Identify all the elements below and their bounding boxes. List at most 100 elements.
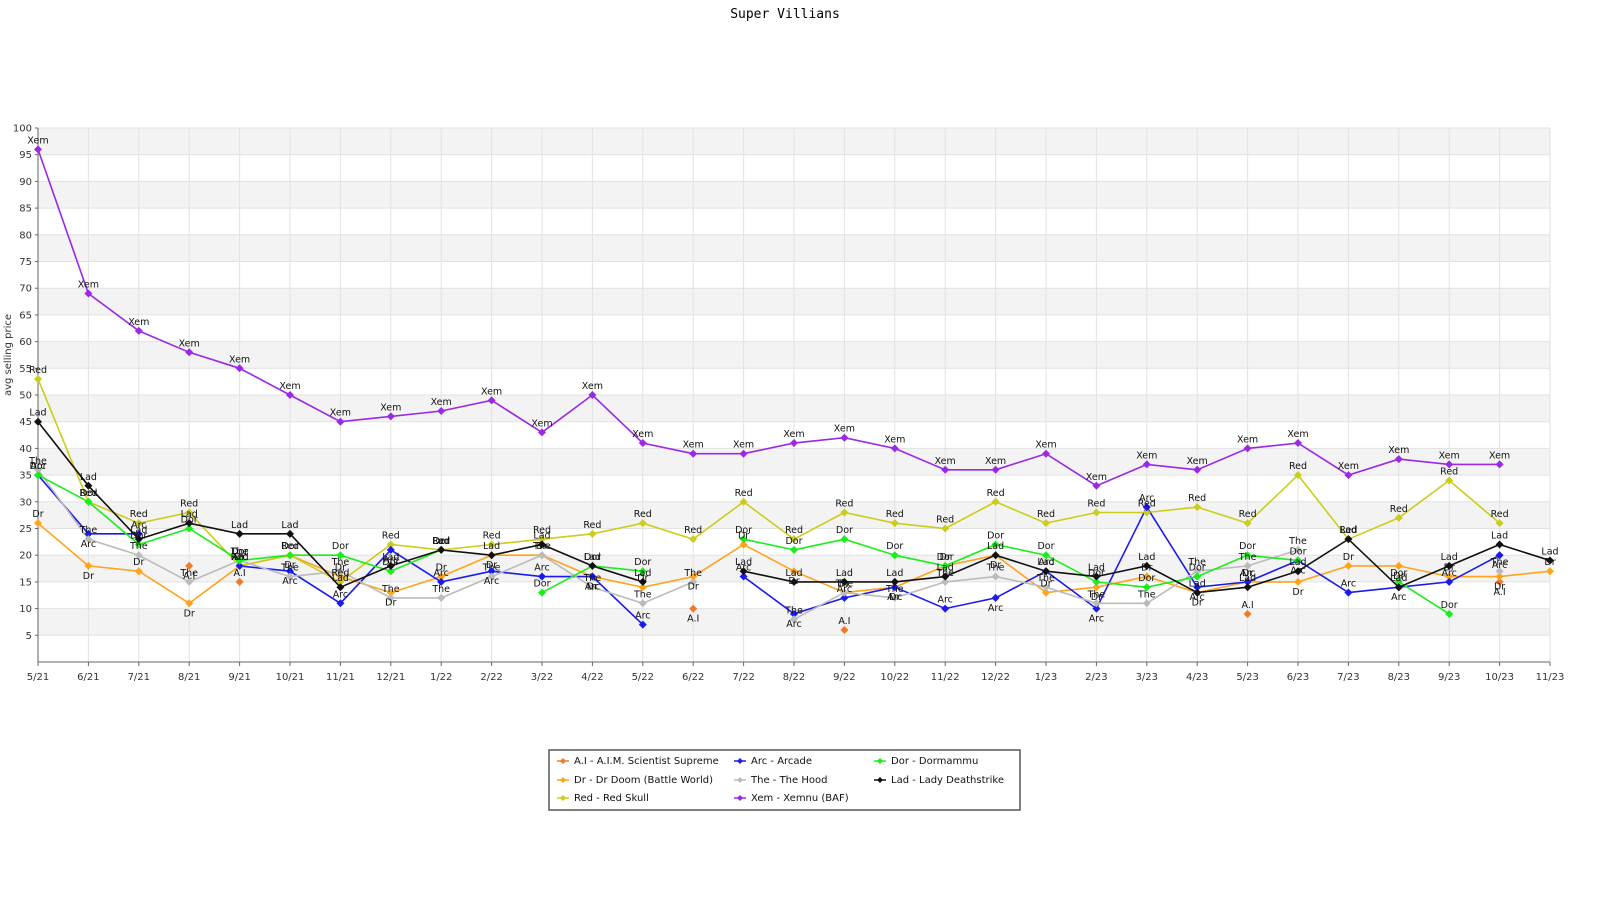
point-label-dr: Dr: [234, 552, 245, 563]
data-point-xem: [134, 326, 143, 335]
series-line-the: [37, 469, 694, 605]
point-label-arc: Arc: [786, 619, 801, 630]
data-point-the: [689, 577, 698, 586]
data-point-dr: [34, 519, 42, 528]
data-point-lad: [336, 583, 345, 592]
series-points: [34, 145, 1554, 634]
point-label-xem: Xem: [783, 429, 804, 440]
point-label-lad: Lad: [382, 552, 399, 563]
point-label-xem: Xem: [481, 386, 502, 397]
x-tick-label: 4/22: [581, 672, 603, 683]
data-point-xem: [235, 364, 244, 373]
legend-entry-lad: Lad - Lady Deathstrike: [891, 775, 1004, 786]
point-label-lad: Lad: [281, 520, 298, 531]
point-label-the: The: [179, 568, 198, 579]
y-tick-label: 80: [19, 230, 32, 241]
data-point-xem: [1142, 460, 1151, 469]
point-label-arc: Arc: [1189, 592, 1204, 603]
legend: A.I - A.I.M. Scientist Supreme Arc - Arca…: [548, 749, 1021, 811]
data-point-arc: [386, 545, 395, 554]
point-label-xem: Xem: [733, 440, 754, 451]
x-tick-label: 7/23: [1337, 672, 1359, 683]
point-label-dor: Dor: [1390, 568, 1407, 579]
point-label-xem: Xem: [834, 424, 855, 435]
point-label-lad: Lad: [1340, 525, 1357, 536]
x-tick-label: 10/23: [1485, 672, 1514, 683]
data-point-xem: [185, 348, 194, 357]
point-label-xem: Xem: [935, 456, 956, 467]
legend-swatch-ai: [560, 758, 566, 764]
point-label-dor: Dor: [1189, 563, 1206, 574]
point-label-red: Red: [684, 525, 702, 536]
x-tick-label: 9/23: [1438, 672, 1460, 683]
data-point-xem: [437, 407, 446, 416]
data-point-lad: [588, 561, 597, 570]
data-point-arc: [235, 561, 244, 570]
point-label-the: The: [835, 579, 854, 590]
data-point-the: [386, 593, 395, 602]
point-label-dr: Dr: [587, 582, 598, 593]
point-label-dor: Dor: [1037, 541, 1054, 552]
point-label-the: The: [532, 541, 551, 552]
y-tick-label: 10: [19, 604, 32, 615]
point-label-the: The: [633, 589, 652, 600]
point-label-dr: Dr: [486, 560, 497, 571]
point-label-xem: Xem: [1187, 456, 1208, 467]
data-point-lad: [790, 577, 798, 586]
legend-entry-dor: Dor - Dormammu: [891, 756, 978, 767]
point-label-xem: Xem: [78, 280, 99, 291]
data-point-lad: [1294, 567, 1302, 576]
data-point-xem: [1445, 460, 1454, 469]
point-label-arc: Arc: [736, 563, 751, 574]
data-point-xem: [1042, 449, 1050, 458]
data-point-dr: [790, 567, 798, 576]
x-tick-label: 8/23: [1388, 672, 1410, 683]
data-point-lad: [1344, 535, 1353, 544]
point-label-dr: Dr: [335, 563, 346, 574]
data-point-red: [588, 529, 597, 538]
data-point-dr: [84, 561, 93, 570]
point-label-the: The: [129, 541, 148, 552]
data-point-arc: [538, 572, 546, 581]
data-point-lad: [487, 551, 496, 560]
point-label-xem: Xem: [1489, 450, 1510, 461]
data-point-red: [1394, 513, 1403, 522]
point-label-red: Red: [1087, 498, 1105, 509]
point-label-ai: A.I: [234, 568, 246, 579]
x-tick-label: 2/22: [480, 672, 502, 683]
data-point-lad: [538, 540, 546, 549]
point-label-the: The: [1087, 589, 1106, 600]
data-point-arc: [1243, 577, 1252, 586]
point-label-red: Red: [886, 509, 904, 520]
point-label-dor: Dor: [231, 547, 248, 558]
data-point-ai: [235, 577, 244, 586]
y-tick-label: 25: [19, 524, 32, 535]
data-point-the: [134, 551, 143, 560]
point-label-xem: Xem: [229, 354, 250, 365]
point-label-red: Red: [1138, 498, 1156, 509]
data-point-lad: [1546, 556, 1554, 565]
data-point-lad: [1243, 583, 1252, 592]
data-point-dr: [1092, 583, 1101, 592]
x-tick-label: 3/22: [531, 672, 553, 683]
point-label-lad: Lad: [1189, 579, 1206, 590]
data-point-xem: [1495, 460, 1504, 469]
data-point-dor: [1445, 609, 1454, 618]
data-point-the: [1495, 567, 1504, 576]
point-label-dr: Dr: [1494, 582, 1505, 593]
data-point-red: [336, 577, 345, 586]
data-point-dor: [890, 551, 899, 560]
point-label-dor: Dor: [1239, 541, 1256, 552]
point-label-xem: Xem: [279, 381, 300, 392]
data-point-the: [790, 615, 798, 624]
point-label-dor: Dor: [130, 531, 147, 542]
data-point-red: [790, 535, 798, 544]
point-label-the: The: [280, 563, 299, 574]
point-label-dr: Dr: [889, 592, 900, 603]
data-point-xem: [1243, 444, 1252, 453]
data-point-ai: [689, 604, 698, 613]
point-label-ai: A.I: [838, 616, 850, 627]
point-label-dr: Dr: [385, 598, 396, 609]
point-label-red: Red: [735, 488, 753, 499]
data-point-xem: [689, 449, 698, 458]
